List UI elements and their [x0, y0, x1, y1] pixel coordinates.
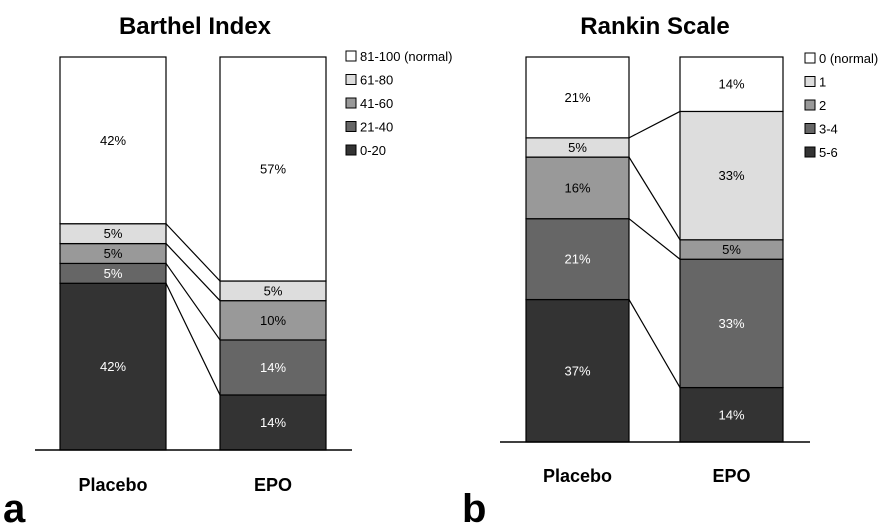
legend: 81-100 (normal) 61-80 41-60 21-40 0-20: [345, 49, 453, 158]
data-label: 5%: [264, 283, 283, 298]
connector-line: [165, 223, 221, 282]
chart-title: Barthel Index: [119, 13, 272, 40]
x-tick-label: Placebo: [78, 475, 147, 495]
bar-segment: [679, 56, 784, 113]
legend-swatch: [345, 50, 357, 62]
legend-label: 0 (normal): [819, 51, 878, 66]
data-label: 37%: [564, 363, 590, 378]
bar-segment: [219, 339, 327, 396]
data-label: 57%: [260, 162, 286, 177]
legend-label: 3-4: [819, 122, 838, 137]
data-label: 42%: [100, 133, 126, 148]
legend-swatch: [804, 123, 816, 134]
data-label: 14%: [260, 360, 286, 375]
panel-label: b: [462, 487, 486, 525]
bar-segment: [59, 56, 167, 225]
bar-segment: [219, 300, 327, 341]
data-label: 5%: [568, 140, 587, 155]
legend-label: 0-20: [360, 143, 386, 158]
data-label: 33%: [718, 168, 744, 183]
legend-swatch: [804, 52, 816, 64]
connector-line: [628, 218, 681, 260]
data-label: 21%: [564, 252, 590, 267]
legend-label: 21-40: [360, 120, 393, 135]
x-tick-label: Placebo: [543, 466, 612, 486]
legend-swatch: [345, 144, 357, 156]
legend-label: 81-100 (normal): [360, 49, 453, 64]
data-label: 16%: [564, 180, 590, 195]
legend: 0 (normal) 1 2 3-4 5-6: [804, 51, 878, 160]
bar-segment: [219, 56, 327, 282]
data-label: 14%: [260, 415, 286, 430]
chart-panel-b: 37% 21% 16% 5% 21% 14% 33% 5% 33% 14% Rankin Scale…: [462, 13, 878, 525]
data-label: 5%: [722, 242, 741, 257]
bar-segment: [525, 218, 630, 301]
legend-swatch: [345, 74, 357, 85]
data-label: 33%: [718, 316, 744, 331]
data-label: 21%: [564, 90, 590, 105]
panel-label: a: [3, 487, 26, 525]
bar-segment: [59, 282, 167, 451]
data-label: 10%: [260, 313, 286, 328]
bar-segment: [525, 156, 630, 220]
connector-line: [628, 299, 681, 388]
data-label: 5%: [104, 246, 123, 261]
connector-line: [165, 243, 221, 302]
legend-swatch: [804, 76, 816, 87]
legend-label: 2: [819, 98, 826, 113]
chart-panel-a: 42% 5% 5% 5% 42% 14% 14% 10% 5% 57% Barthel Index P…: [3, 13, 453, 525]
legend-label: 41-60: [360, 96, 393, 111]
connector-line: [628, 156, 681, 241]
data-label: 42%: [100, 359, 126, 374]
data-label: 5%: [104, 266, 123, 281]
legend-swatch: [345, 121, 357, 132]
x-tick-label: EPO: [254, 475, 292, 495]
legend-swatch: [804, 99, 816, 111]
data-label: 14%: [718, 407, 744, 422]
legend-swatch: [804, 146, 816, 158]
connector-line: [628, 110, 681, 139]
data-label: 5%: [104, 226, 123, 241]
bar-segment: [679, 386, 784, 443]
bar-segment: [679, 258, 784, 389]
legend-label: 1: [819, 75, 826, 90]
bar-segment: [525, 56, 630, 139]
data-label: 14%: [718, 77, 744, 92]
bar-segment: [219, 394, 327, 451]
x-tick-label: EPO: [712, 466, 750, 486]
connector-line: [165, 283, 221, 396]
legend-label: 5-6: [819, 145, 838, 160]
legend-swatch: [345, 97, 357, 109]
chart-title: Rankin Scale: [580, 13, 729, 40]
connector-line: [165, 263, 221, 341]
legend-label: 61-80: [360, 73, 393, 88]
